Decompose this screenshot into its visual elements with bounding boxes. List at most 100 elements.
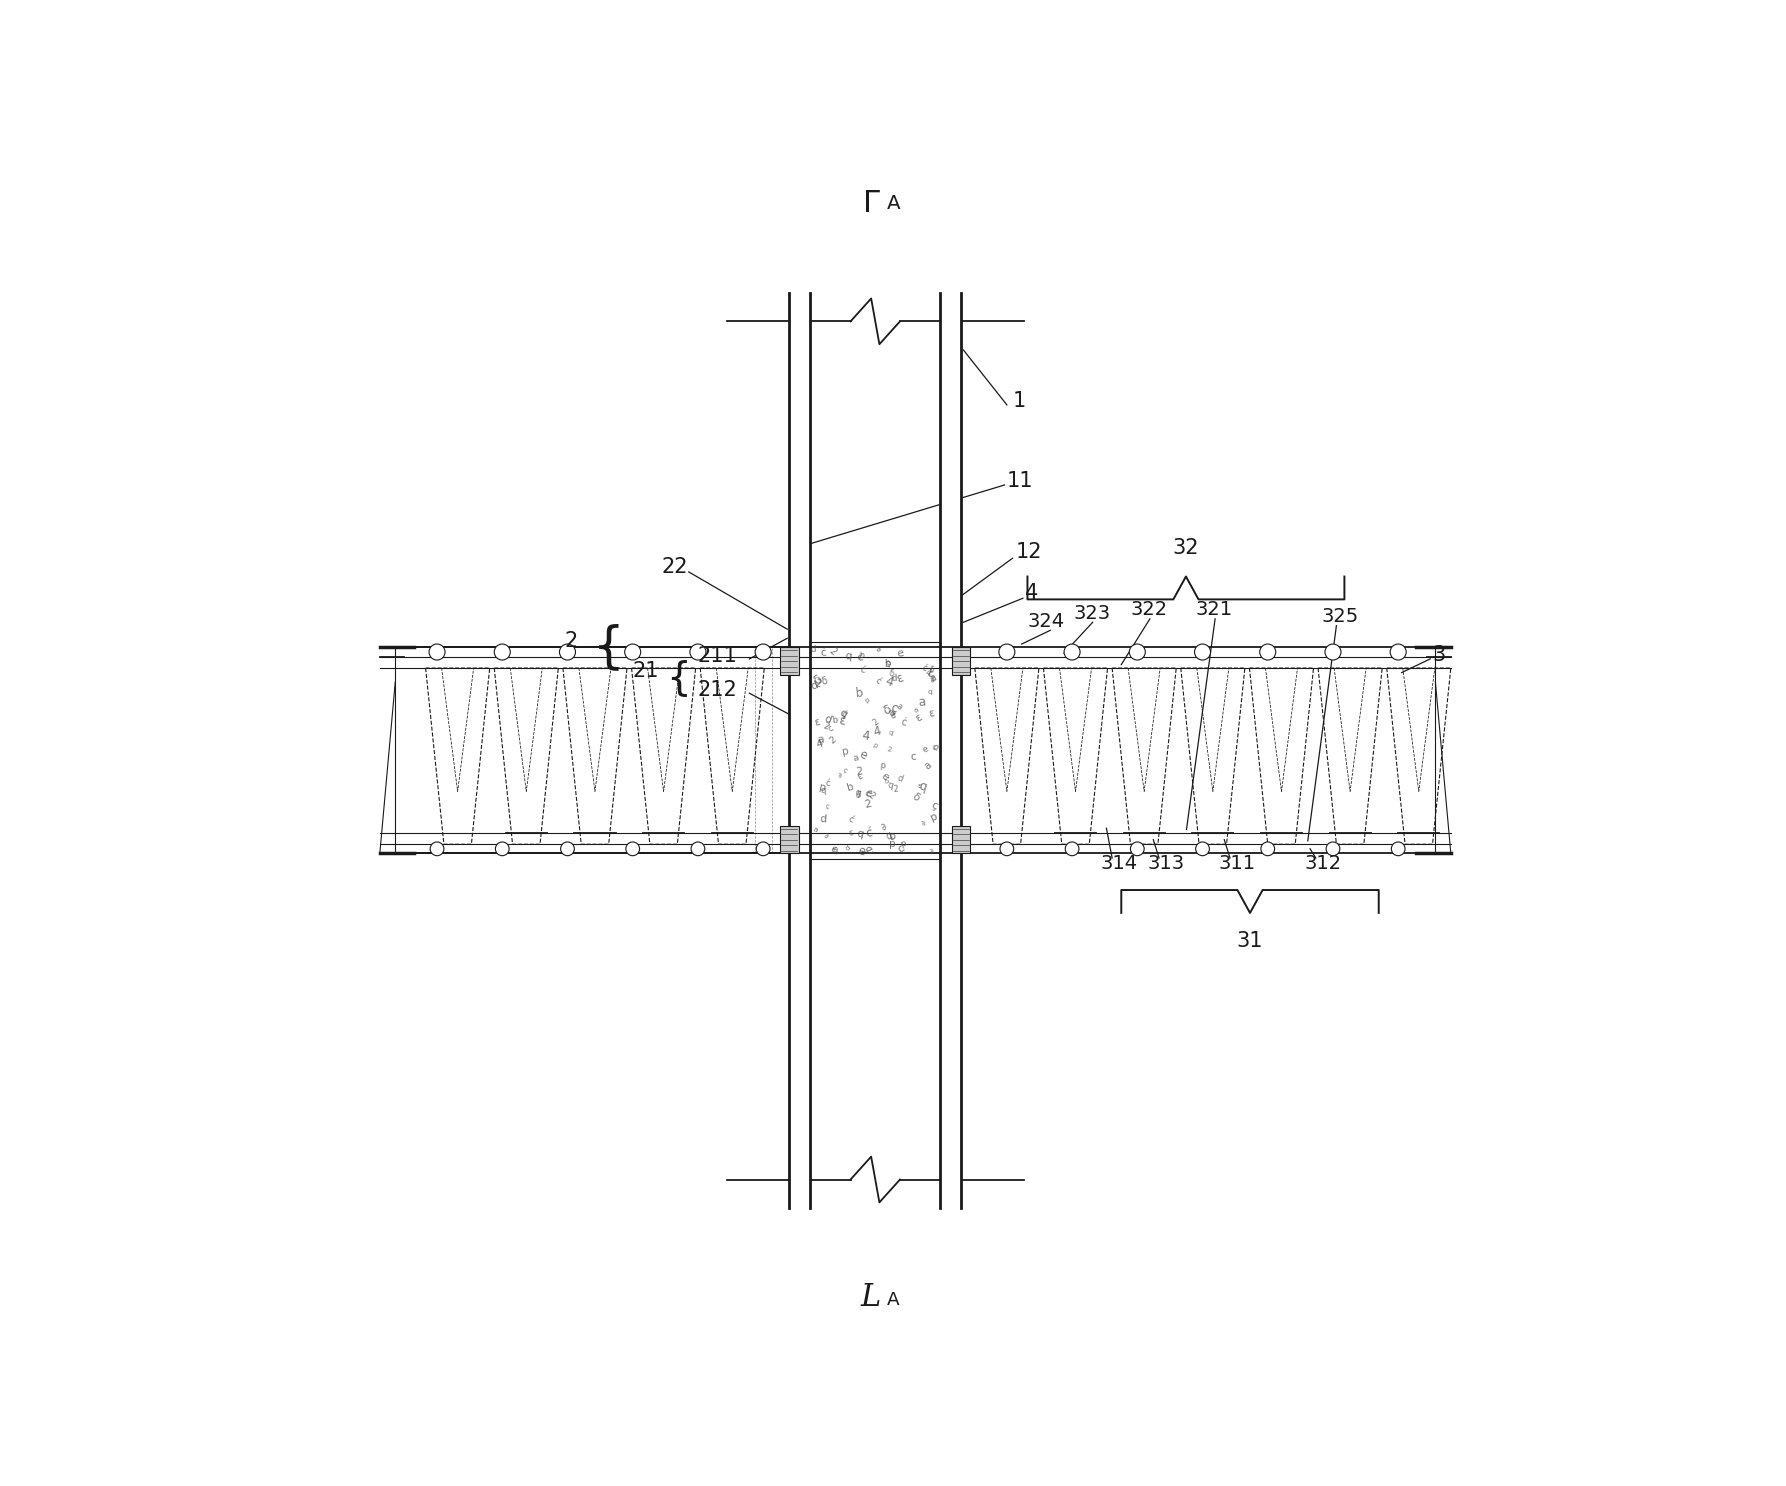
Text: p: p <box>841 746 850 756</box>
Text: p: p <box>879 761 886 771</box>
Text: e: e <box>879 771 891 783</box>
Text: 314: 314 <box>1100 854 1138 874</box>
Text: a: a <box>816 736 825 746</box>
Text: 323: 323 <box>1073 603 1111 623</box>
Text: p: p <box>889 840 895 849</box>
Text: d: d <box>823 713 832 725</box>
Text: a: a <box>923 759 934 771</box>
Text: d: d <box>811 645 816 654</box>
Text: 2: 2 <box>893 785 898 794</box>
Text: p: p <box>884 657 893 667</box>
Text: δ: δ <box>911 792 922 804</box>
Text: b: b <box>855 687 864 700</box>
Text: ε: ε <box>929 709 936 719</box>
Bar <box>952 648 970 675</box>
Text: 322: 322 <box>1131 600 1168 620</box>
Text: q: q <box>884 831 893 843</box>
Text: 324: 324 <box>1027 612 1064 632</box>
Circle shape <box>1390 643 1406 660</box>
Text: b: b <box>830 715 838 725</box>
Text: L: L <box>861 1282 880 1314</box>
Bar <box>780 648 798 675</box>
Text: 313: 313 <box>1148 854 1184 874</box>
Text: 211: 211 <box>698 646 738 666</box>
Text: p: p <box>863 697 870 704</box>
Text: {: { <box>593 624 625 672</box>
Text: a: a <box>852 753 859 762</box>
Text: q: q <box>929 690 932 695</box>
Text: 4: 4 <box>872 724 882 739</box>
Text: a: a <box>929 673 938 685</box>
Text: d: d <box>897 773 904 783</box>
Circle shape <box>1064 643 1081 660</box>
Text: ç: ç <box>929 799 939 811</box>
Text: ε: ε <box>813 716 822 728</box>
Text: ć: ć <box>839 710 847 721</box>
Text: 4: 4 <box>814 739 825 750</box>
Text: ć: ć <box>900 716 907 728</box>
Text: 4: 4 <box>1025 584 1038 603</box>
Text: 2: 2 <box>822 722 830 733</box>
Text: 11: 11 <box>1007 471 1034 492</box>
Text: p: p <box>872 742 879 749</box>
Text: b: b <box>884 658 891 669</box>
Circle shape <box>1195 843 1209 856</box>
Text: ∂: ∂ <box>879 822 889 832</box>
Circle shape <box>559 643 575 660</box>
Text: e: e <box>829 844 839 856</box>
Text: ∂: ∂ <box>929 675 936 685</box>
Text: ć: ć <box>827 724 836 734</box>
Text: q: q <box>854 788 863 798</box>
Text: q: q <box>918 779 929 794</box>
Text: ∂: ∂ <box>929 847 936 854</box>
Text: p: p <box>929 811 939 823</box>
Text: 2: 2 <box>864 798 873 810</box>
Text: δ: δ <box>927 666 934 675</box>
Text: ε: ε <box>855 773 864 782</box>
Text: d: d <box>889 710 897 721</box>
Circle shape <box>1064 843 1079 856</box>
Text: a: a <box>813 826 818 834</box>
Bar <box>789 293 811 1208</box>
Circle shape <box>430 843 445 856</box>
Circle shape <box>625 643 641 660</box>
Text: 4: 4 <box>923 667 932 678</box>
Circle shape <box>1131 843 1145 856</box>
Text: p: p <box>818 782 827 794</box>
Text: e: e <box>857 844 866 859</box>
Text: ∂: ∂ <box>920 820 927 826</box>
Text: d: d <box>891 673 897 684</box>
Text: $\Gamma$: $\Gamma$ <box>863 189 880 218</box>
Text: p: p <box>857 651 864 661</box>
Text: δ: δ <box>884 777 889 785</box>
Circle shape <box>689 643 705 660</box>
Circle shape <box>1325 843 1340 856</box>
Text: ç: ç <box>889 701 898 716</box>
Text: ε: ε <box>895 672 906 687</box>
Text: ∂: ∂ <box>823 831 829 841</box>
Text: q: q <box>888 730 895 737</box>
Text: e: e <box>897 648 906 660</box>
Text: ć: ć <box>847 814 855 825</box>
Text: 4: 4 <box>884 675 895 690</box>
Text: ∂: ∂ <box>838 773 843 779</box>
Text: 31: 31 <box>1236 932 1263 951</box>
Text: c: c <box>895 844 906 854</box>
Text: 21: 21 <box>632 661 659 681</box>
Circle shape <box>755 643 772 660</box>
Text: q: q <box>845 651 852 663</box>
Text: c: c <box>909 752 916 762</box>
Text: d: d <box>931 742 939 752</box>
Text: 311: 311 <box>1218 854 1256 874</box>
Text: ε: ε <box>838 713 845 728</box>
Text: 2: 2 <box>564 632 577 651</box>
Circle shape <box>495 643 511 660</box>
Text: δ: δ <box>854 791 861 801</box>
Circle shape <box>998 643 1014 660</box>
Text: q: q <box>820 786 825 795</box>
Text: δ: δ <box>882 703 893 718</box>
Text: 312: 312 <box>1304 854 1341 874</box>
Bar <box>952 826 970 853</box>
Text: 321: 321 <box>1195 600 1232 620</box>
Bar <box>811 642 941 859</box>
